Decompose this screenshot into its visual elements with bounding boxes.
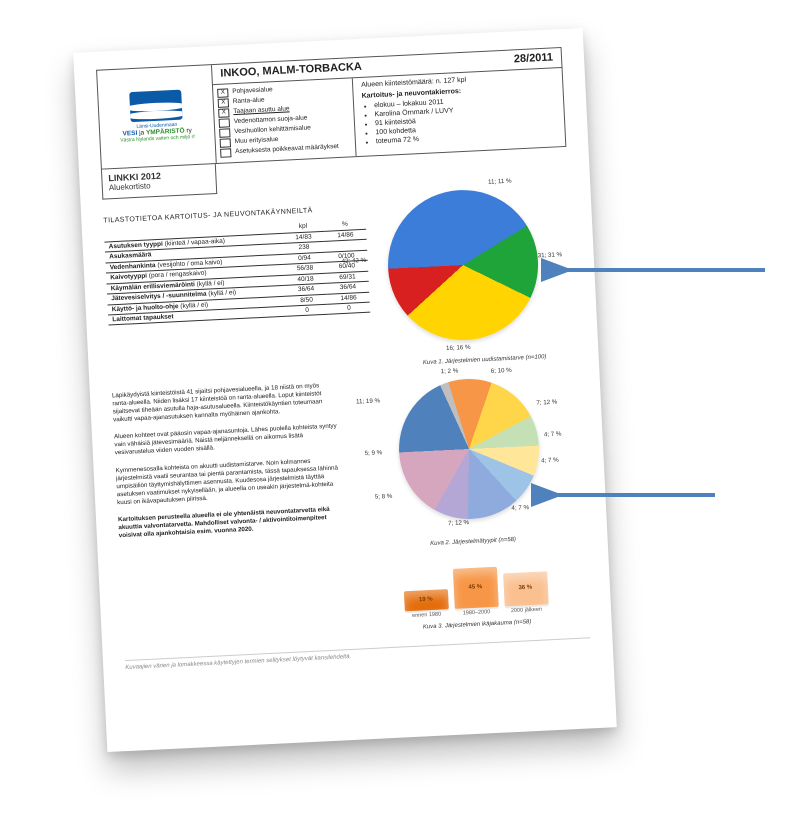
page-title: INKOO, MALM-TORBACKA: [220, 61, 362, 81]
pie-slice-label: 4; 7 %: [541, 457, 559, 465]
checkbox-icon: [220, 148, 231, 158]
paragraph: Kymmenesosalla kohteista on akuutti uudi…: [115, 456, 342, 507]
check-label: Ranta-alue: [233, 97, 265, 106]
paragraph: Läpikäydyistä kiinteistöistä 41 sijaitsi…: [112, 381, 338, 424]
bar: 45 % 1980–2000: [452, 566, 498, 616]
bar-xlabel: 1980–2000: [463, 609, 491, 617]
check-label: Pohjavesialue: [232, 87, 273, 96]
checkbox-icon: X: [218, 98, 229, 108]
check-label: Muu erityisalue: [235, 136, 279, 146]
pie-chart-1: 42; 42 %16; 16 %31; 31 %11; 11 %: [384, 187, 541, 344]
document-page: Länsi-Uudenmaan VESI ja YMPÄRISTÖ ry Väs…: [73, 28, 617, 752]
checkbox-list: XPohjavesialueXRanta-alueXTaajaan asuttu…: [213, 78, 357, 163]
info-bullets: elokuu – lokakuu 2011Karolina Örnmark / …: [362, 93, 557, 147]
pie-slice-label: 4; 7 %: [511, 504, 529, 512]
pie-slice-label: 1; 2 %: [441, 368, 459, 376]
checkbox-icon: [219, 128, 230, 138]
bar-value: 36 %: [518, 585, 532, 593]
text-column: Läpikäydyistä kiinteistöistä 41 sijaitsi…: [112, 381, 349, 645]
info-panel: Alueen kiinteistömäärä: n. 127 kpl Karto…: [353, 68, 566, 156]
arrow-icon-top: [560, 260, 770, 285]
pie-slice-label: 5; 8 %: [375, 493, 393, 501]
header-box: Länsi-Uudenmaan VESI ja YMPÄRISTÖ ry Väs…: [96, 47, 566, 169]
checkbox-icon: X: [217, 88, 228, 98]
pie2-caption: Kuva 2. Järjestelmätyypit (n=58): [430, 537, 516, 548]
arrow-icon-bottom: [550, 485, 720, 510]
stats-table: kpl % Asutuksen tyyppi (kiinteä / vapaa-…: [104, 219, 370, 326]
pie-chart-2: 11; 19 %1; 2 %6; 10 %7; 12 %4; 7 %4; 7 %…: [395, 376, 542, 523]
logo-subtitle: Västra Nylands vatten och miljö rf: [120, 135, 195, 144]
checkbox-icon: X: [218, 108, 229, 118]
bar: 36 % 2000 jälkeen: [503, 571, 549, 614]
pie-slice-label: 4; 7 %: [544, 431, 562, 439]
bars-caption: Kuva 3. Järjestelmien ikäjakauma (n=58): [423, 619, 532, 631]
pie-slice-label: 11; 11 %: [488, 178, 512, 186]
pie-slice-label: 16; 16 %: [446, 344, 471, 352]
row-kpl: 0: [286, 304, 328, 317]
pie-slice-label: 42; 42 %: [342, 257, 367, 265]
pie-slice-label: 11; 19 %: [356, 397, 380, 405]
bar-value: 19 %: [419, 596, 433, 604]
paragraph: Alueen kohteet ovat pääosin vapaa-ajanas…: [114, 423, 340, 458]
row-pct: 0: [328, 302, 370, 315]
pie-slice-label: 31; 31 %: [538, 251, 563, 259]
pie1-caption: Kuva 1. Järjestelmien uudistamistarve (n…: [393, 353, 577, 369]
pie-slice-label: 7; 12 %: [536, 399, 557, 407]
checkbox-icon: [219, 118, 230, 128]
bar-chart: 19 % ennen 1980 45 % 1980–2000 36 % 2000 jälk…: [402, 554, 549, 619]
bar-xlabel: ennen 1980: [412, 611, 441, 619]
checkbox-icon: [220, 138, 231, 148]
logo-waves-icon: [129, 89, 182, 122]
bar: 19 % ennen 1980: [403, 589, 448, 619]
bar-xlabel: 2000 jälkeen: [511, 606, 542, 614]
issue-number: 28/2011: [514, 51, 554, 66]
paragraph: Kartoituksen perusteella alueella ei ole…: [118, 505, 344, 540]
logo-cell: Länsi-Uudenmaan VESI ja YMPÄRISTÖ ry Väs…: [97, 65, 217, 168]
bar-value: 45 %: [468, 584, 482, 592]
pie-slice-label: 5; 9 %: [364, 449, 382, 457]
pie-slice-label: 7; 12 %: [448, 519, 469, 527]
pie-slice-label: 6; 10 %: [491, 367, 512, 375]
